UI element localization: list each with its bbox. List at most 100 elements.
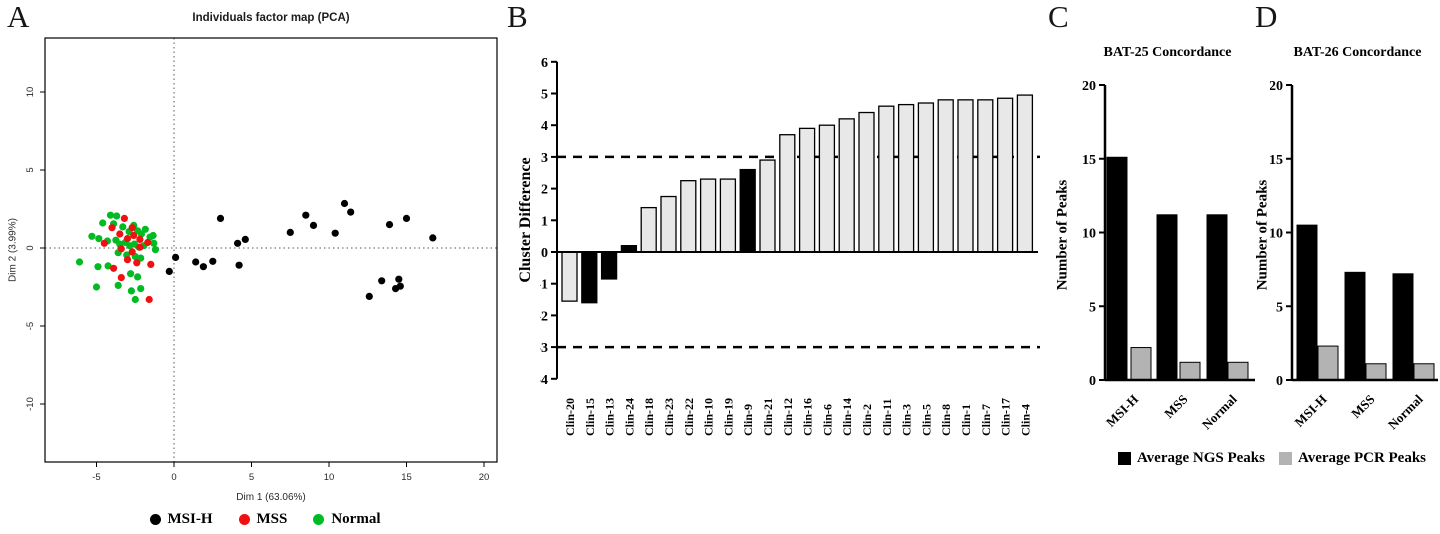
bar-clin-16: [798, 127, 816, 253]
bar-clin-14: [838, 118, 855, 253]
data-point: [385, 221, 394, 229]
legend-label: Average PCR Peaks: [1298, 450, 1427, 466]
data-point: [114, 281, 122, 289]
series-msi-h: [165, 199, 437, 300]
data-point: [241, 235, 249, 243]
y-tick-label: 1: [541, 214, 548, 229]
category-label: MSI-H: [1103, 392, 1141, 430]
legend-dot-icon: [313, 514, 325, 525]
y-tick-label: -10: [25, 397, 36, 411]
pcr-bar-mss: [1365, 363, 1387, 381]
plot-border: [44, 37, 498, 463]
category-label: Clin-19: [721, 398, 735, 436]
data-point: [396, 282, 404, 290]
category-label: Normal: [1199, 391, 1240, 432]
cluster-difference-plot-area-svg: 6 5 4 3 2 1 0 -1 -2 -3 -4 Clin-20 Clin-15 Clin-13 Clin…: [536, 56, 1040, 436]
y-tick-label: 3: [541, 151, 548, 166]
category-label: Clin-4: [1018, 404, 1032, 436]
y-tick-label: 10: [1270, 227, 1283, 242]
bar-clin-2: [858, 111, 875, 253]
data-point: [99, 219, 107, 227]
bar-clin-12: [779, 134, 796, 253]
data-point: [117, 274, 125, 282]
y-tick-label: 0: [1089, 374, 1096, 389]
bar-clin-3: [897, 103, 915, 253]
y-tick-label: 10: [25, 87, 36, 98]
y-tick-label: -1: [540, 278, 548, 293]
data-point: [95, 235, 103, 243]
pca-legend-item: MSS: [238, 511, 288, 528]
legend-square-icon: [1117, 452, 1131, 465]
data-point: [127, 270, 135, 278]
panel-label-b: B: [507, 0, 528, 34]
data-point: [144, 238, 152, 247]
category-label: Clin-16: [801, 398, 815, 436]
legend-label: MSI-H: [167, 511, 213, 527]
legend-label: Average NGS Peaks: [1136, 450, 1265, 466]
pcr-bar-msi-h: [1130, 347, 1152, 381]
data-point: [216, 214, 225, 222]
pca-y-axis-label: Dim 2 (3.99%): [7, 218, 19, 282]
bar-clin-21: [759, 159, 776, 253]
data-point: [147, 260, 155, 268]
data-point: [347, 208, 355, 216]
x-tick-label: 0: [171, 472, 176, 480]
category-label: Clin-14: [840, 398, 854, 436]
legend-square-icon: [1279, 452, 1292, 465]
peaks-legend-item: Average NGS Peaks: [1117, 450, 1265, 467]
panel-bat25: C BAT-25 Concordance Number of Peaks 20 1…: [1045, 0, 1260, 534]
pca-legend: MSI-H MSS Normal: [55, 511, 475, 528]
ngs-bar-mss: [1344, 271, 1366, 381]
data-point: [119, 223, 127, 231]
bat26-plot-area: 20 15 10 5 0 MSI-H MSS Normal: [1269, 70, 1440, 470]
data-point: [100, 239, 108, 247]
data-point: [365, 292, 373, 300]
y-tick-label: 4: [541, 119, 548, 134]
data-point: [75, 258, 84, 266]
bat25-plot-area: 20 15 10 5 0 MSI-H MSS Normal: [1080, 70, 1260, 470]
y-tick-label: -3: [540, 341, 548, 356]
category-label: MSS: [1161, 392, 1191, 422]
pcr-bar-mss: [1179, 361, 1201, 381]
data-point: [104, 262, 112, 270]
legend-label: MSS: [256, 511, 288, 527]
data-point: [123, 235, 132, 243]
data-point: [429, 234, 437, 242]
bat25-title: BAT-25 Concordance: [1103, 45, 1232, 60]
data-point: [127, 287, 135, 295]
category-label: Clin-5: [919, 404, 933, 436]
bar-clin-22: [680, 180, 697, 253]
pcr-bar-msi-h: [1317, 345, 1339, 381]
bar-clin-17: [996, 97, 1014, 253]
y-tick-label: 5: [1276, 300, 1283, 315]
y-tick-label: 20: [1082, 79, 1096, 94]
y-tick-label: 10: [1082, 227, 1096, 242]
x-tick-label: -5: [92, 472, 100, 480]
data-point: [340, 199, 349, 208]
legend-label: Normal: [331, 511, 381, 527]
bar-clin-19: [719, 178, 737, 253]
bar-clin-9: [739, 168, 756, 253]
data-point: [395, 275, 403, 283]
panel-cluster-difference: B Cluster Difference 6 5 4 3 2 1 0 -1 -2 -3 -4 Clin…: [500, 0, 1045, 534]
data-point: [128, 248, 136, 256]
data-point: [235, 261, 243, 269]
ngs-bar-normal: [1206, 214, 1228, 381]
data-point: [131, 295, 139, 304]
category-label: Clin-13: [603, 398, 617, 436]
category-label: Clin-23: [662, 398, 676, 436]
category-label: Clin-6: [820, 404, 834, 436]
category-label: Clin-12: [781, 398, 795, 436]
peaks-legend-item: Average PCR Peaks: [1279, 450, 1426, 467]
bar-clin-11: [878, 105, 895, 253]
data-point: [134, 273, 142, 281]
data-point: [199, 263, 207, 271]
category-label: Clin-20: [563, 398, 577, 436]
category-label: Clin-7: [979, 404, 993, 436]
category-label: Clin-17: [999, 398, 1013, 436]
data-point: [151, 246, 159, 254]
category-label: Clin-9: [741, 404, 755, 436]
ngs-bar-normal: [1392, 273, 1414, 381]
data-point: [136, 235, 144, 243]
y-tick-label: 2: [541, 183, 548, 198]
